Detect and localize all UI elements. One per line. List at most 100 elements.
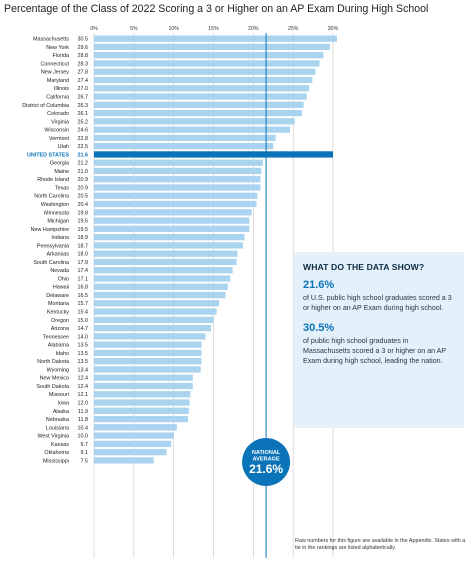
state-label: New Hampshire <box>31 227 69 233</box>
state-label: Maine <box>54 169 69 175</box>
state-label: Virginia <box>51 119 69 125</box>
stat2-value: 30.5% <box>303 322 335 334</box>
bar <box>94 143 274 150</box>
stat1-value: 21.6% <box>303 279 335 291</box>
value-label: 10.4 <box>78 425 89 431</box>
value-label: 27.0 <box>78 86 89 92</box>
state-label: Vermont <box>49 136 70 142</box>
state-label: Arkansas <box>47 252 70 258</box>
value-label: 18.7 <box>78 243 89 249</box>
value-label: 27.8 <box>78 70 89 76</box>
x-tick-label: 30% <box>328 26 339 32</box>
bar <box>94 457 154 464</box>
value-label: 28.8 <box>78 53 89 59</box>
value-label: 9.1 <box>81 450 89 456</box>
value-label: 21.0 <box>78 169 89 175</box>
x-tick-label: 25% <box>288 26 299 32</box>
state-label: Wyoming <box>47 367 69 373</box>
state-label: Washington <box>41 202 69 208</box>
state-label: Kentucky <box>47 310 69 316</box>
state-label: Illinois <box>54 86 69 92</box>
bar <box>94 250 238 257</box>
state-label: Wisconsin <box>44 128 69 134</box>
state-label: Michigan <box>47 219 69 225</box>
state-label: Alaska <box>53 409 69 415</box>
state-label: Georgia <box>50 161 69 167</box>
value-label: 13.5 <box>78 343 89 349</box>
value-label: 14.7 <box>78 326 89 332</box>
bar <box>94 415 189 423</box>
value-label: 16.5 <box>78 293 89 299</box>
state-label: Alabama <box>48 343 69 349</box>
state-label: Kansas <box>51 442 69 448</box>
x-tick-label: 15% <box>208 26 219 32</box>
value-label: 25.2 <box>78 119 89 125</box>
bar <box>94 308 217 315</box>
value-label: 24.6 <box>78 128 89 134</box>
bar <box>94 192 258 199</box>
bar <box>94 159 263 166</box>
badge-value: 21.6% <box>249 462 283 476</box>
value-label: 20.4 <box>78 202 89 208</box>
bar <box>94 407 189 414</box>
bar <box>94 316 214 323</box>
bar <box>94 233 245 241</box>
bar <box>94 68 316 75</box>
state-label: Nebraska <box>46 417 69 423</box>
bar <box>94 126 290 133</box>
state-label: Oregon <box>51 318 69 324</box>
bar <box>94 424 177 431</box>
state-label: Texas <box>55 185 69 191</box>
bar <box>94 167 262 175</box>
value-label: 18.9 <box>78 235 89 241</box>
bar <box>94 341 202 348</box>
state-label: North Dakota <box>37 359 69 365</box>
bar <box>94 399 190 406</box>
value-label: 18.0 <box>78 252 89 258</box>
value-label: 9.7 <box>81 442 89 448</box>
state-label: New York <box>46 45 69 51</box>
stat2-text: of public high school graduates in Massa… <box>303 337 447 365</box>
value-label: 21.2 <box>78 161 89 167</box>
value-label: 11.8 <box>78 417 88 423</box>
state-label: UNITED STATES <box>27 152 69 158</box>
state-label: Massachusetts <box>33 37 69 43</box>
value-label: 28.3 <box>78 61 89 67</box>
highlight-bar-us <box>94 151 333 158</box>
state-label: Minnesota <box>44 210 69 216</box>
state-label: Tennessee <box>43 334 69 340</box>
value-label: 20.9 <box>78 177 89 183</box>
bar <box>94 225 250 233</box>
value-label: 15.0 <box>78 318 89 324</box>
footnote: Raw numbers for this figure are availabl… <box>295 538 466 552</box>
state-label: Louisiana <box>46 425 69 431</box>
bar <box>94 258 237 266</box>
value-label: 16.8 <box>78 285 89 291</box>
state-label: Oklahoma <box>44 450 69 456</box>
value-label: 17.9 <box>78 260 89 266</box>
info-box: WHAT DO THE DATA SHOW? 21.6% of U.S. pub… <box>294 252 464 428</box>
bar <box>94 440 172 448</box>
state-label: Mississippi <box>43 458 69 464</box>
value-label: 12.1 <box>78 392 89 398</box>
value-label: 26.1 <box>78 111 89 117</box>
bar <box>94 35 337 42</box>
state-label: Iowa <box>58 400 69 406</box>
bar <box>94 101 304 108</box>
x-axis-ticks: 0% 5% 10% 15% 20% 25% 30% <box>90 26 338 32</box>
bar <box>94 382 193 390</box>
value-label: 20.9 <box>78 185 89 191</box>
value-label: 12.4 <box>78 384 89 390</box>
state-label: Colorado <box>47 111 69 117</box>
value-label: 7.5 <box>81 458 89 464</box>
bar <box>94 366 201 373</box>
bar <box>94 275 231 282</box>
value-label: 13.5 <box>78 351 89 357</box>
category-labels: Massachusetts 30.5 New York 29.6 Florida 28.8… <box>22 37 88 465</box>
state-label: Connecticut <box>41 61 70 67</box>
state-label: New Jersey <box>41 70 69 76</box>
value-label: 14.0 <box>78 334 89 340</box>
bar <box>94 52 324 59</box>
bar <box>94 324 212 332</box>
x-tick-label: 20% <box>248 26 259 32</box>
